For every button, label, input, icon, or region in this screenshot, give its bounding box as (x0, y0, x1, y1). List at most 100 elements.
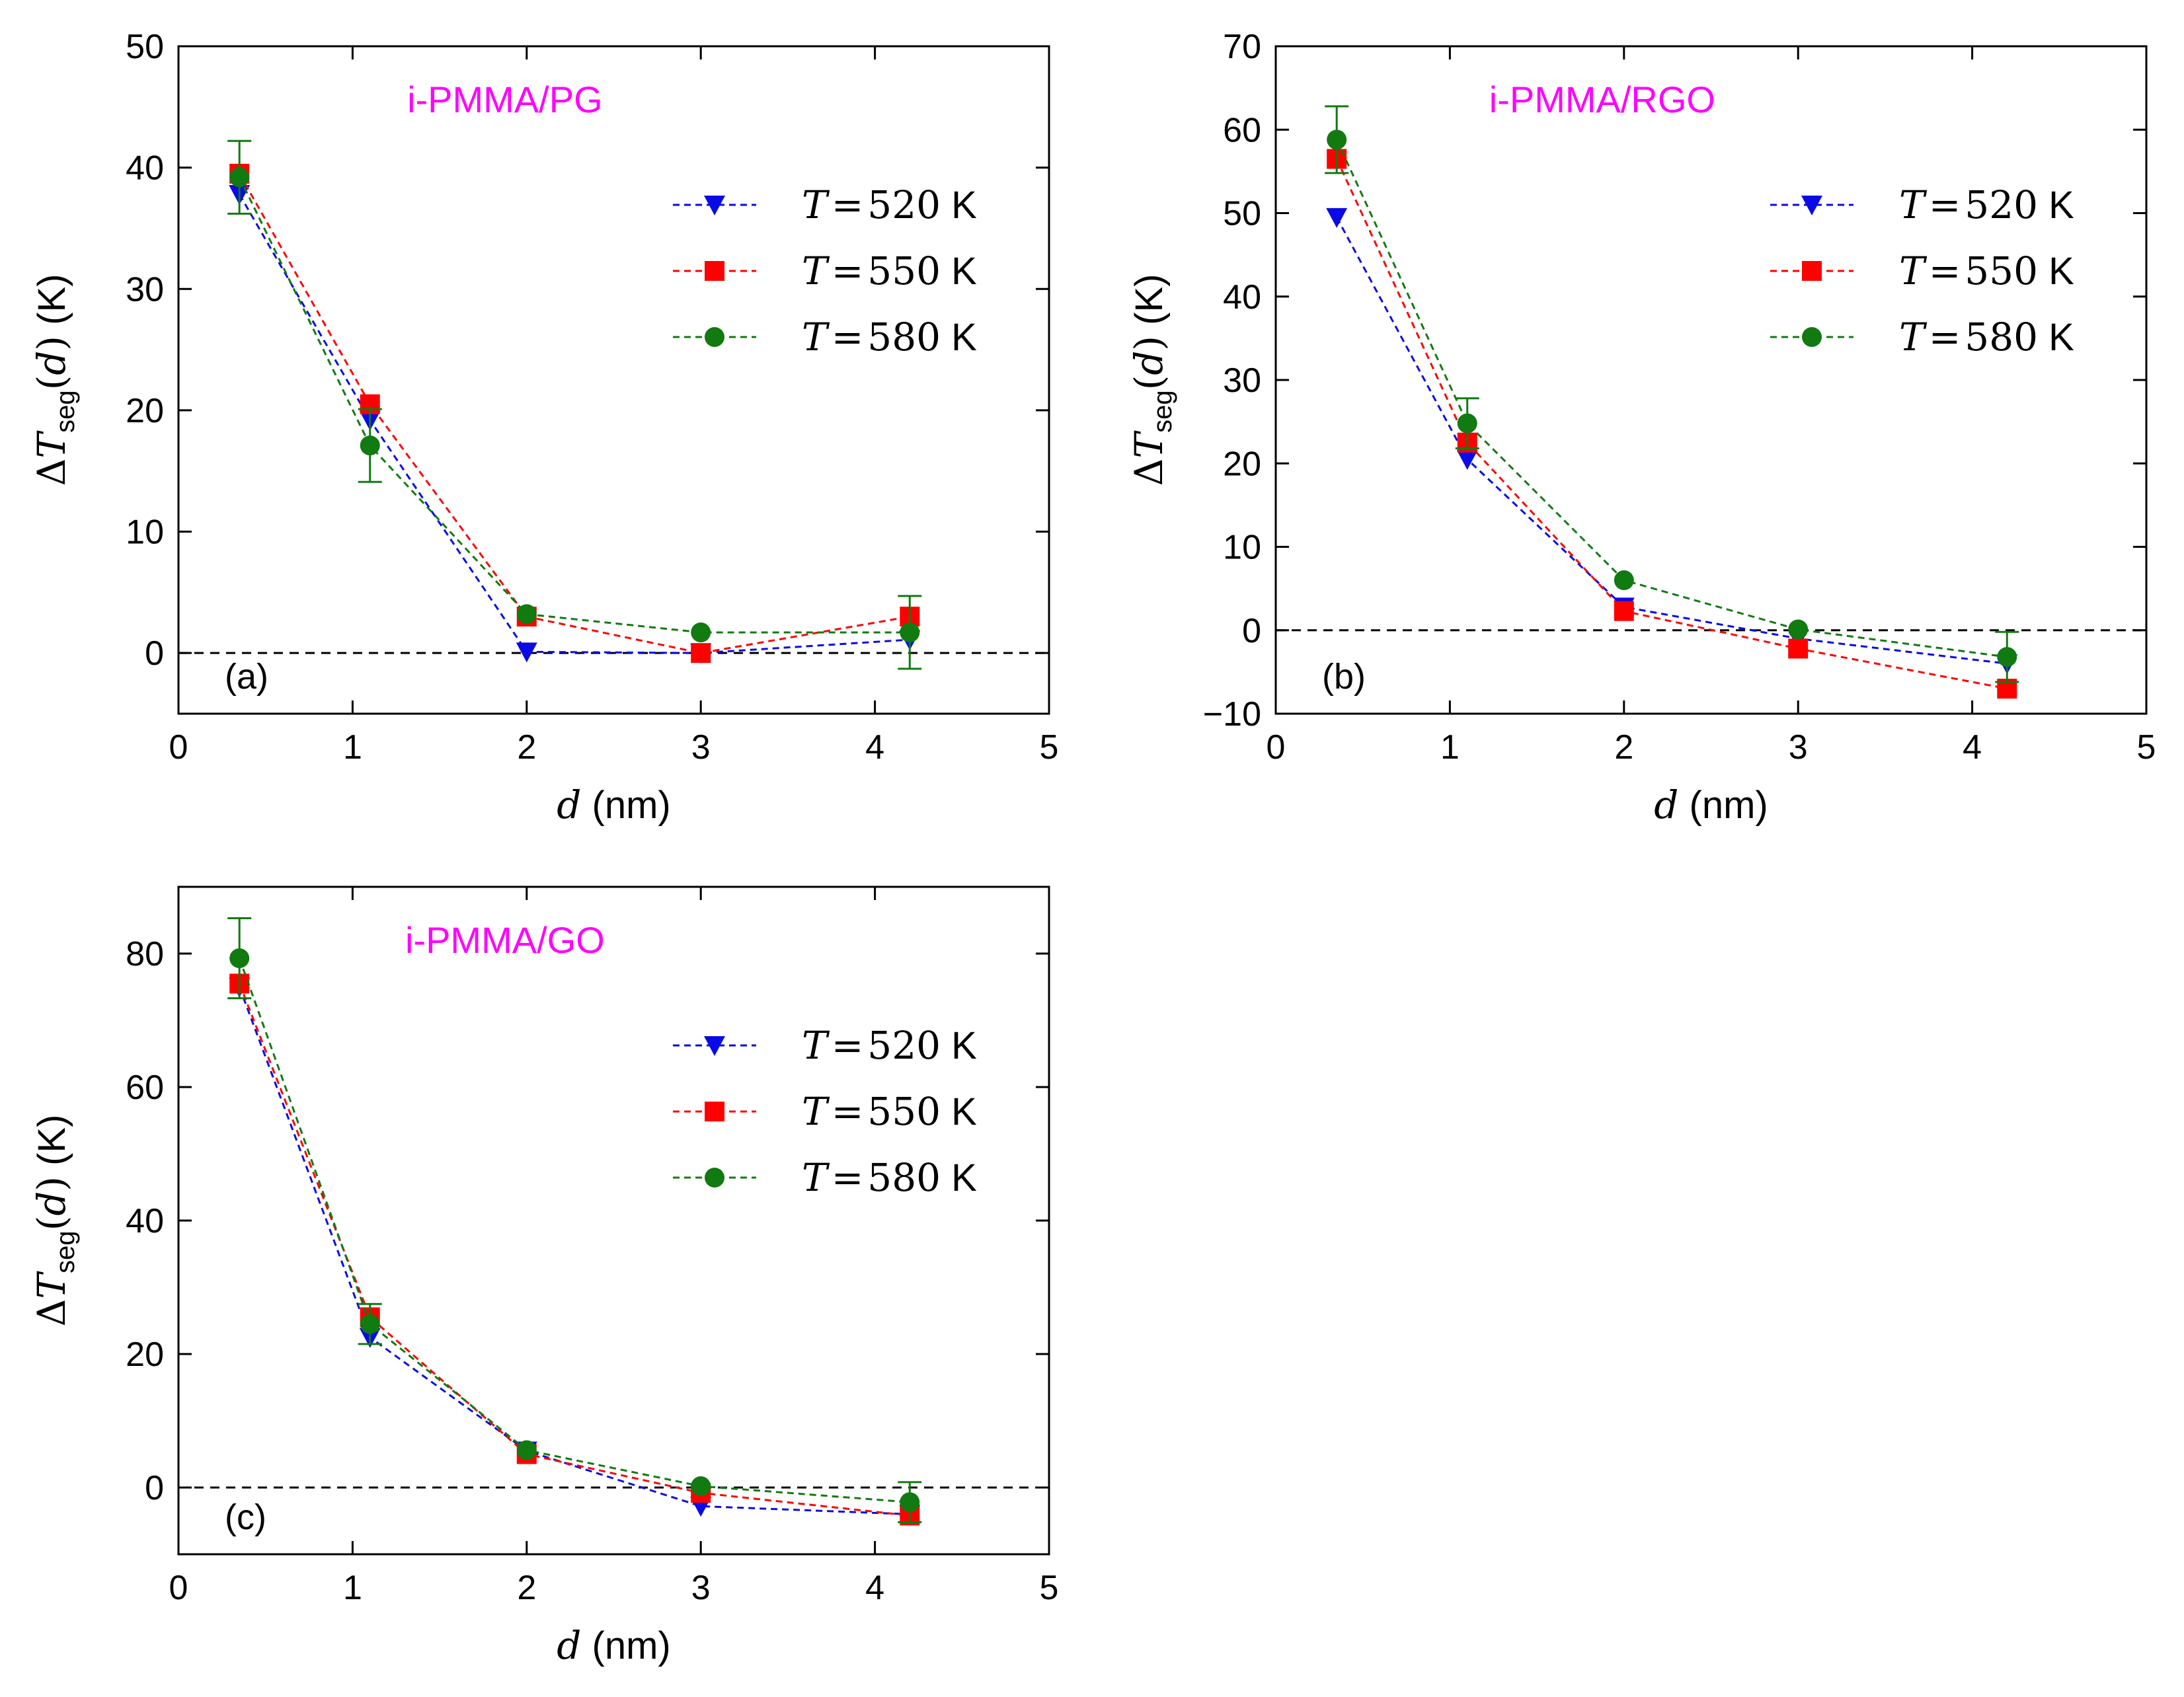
y-tick-label: 60 (1223, 111, 1261, 149)
data-point-T580 (1997, 647, 2017, 667)
x-tick-label: 1 (343, 1569, 362, 1607)
y-tick-label: 30 (126, 270, 164, 309)
plot-frame (177, 886, 1050, 1556)
x-tick-label: 5 (1040, 728, 1059, 767)
y-tick-label: 40 (1223, 278, 1261, 317)
panel-label: (a) (225, 657, 268, 697)
y-axis-label: ΔTseg(d) (K) (1126, 274, 1177, 486)
y-tick-label: 20 (126, 392, 164, 430)
x-tick-label: 3 (691, 1569, 711, 1607)
data-point-T580 (1614, 570, 1634, 590)
legend-label: T = 580 K (802, 315, 977, 359)
data-point-T580 (360, 1314, 380, 1334)
x-axis-label: d (nm) (1654, 782, 1768, 827)
legend-marker (705, 1102, 724, 1121)
y-tick-label: 10 (126, 513, 164, 552)
x-axis-label: d (nm) (557, 1623, 670, 1668)
y-tick-label: 60 (126, 1069, 164, 1107)
x-tick-label: 5 (2137, 728, 2156, 767)
x-tick-label: 2 (517, 1569, 536, 1607)
chart-title: i-PMMA/PG (407, 79, 603, 120)
data-point-T550 (691, 643, 711, 663)
legend-entry-T520: T = 520 K (673, 182, 977, 227)
legend-marker (1801, 196, 1822, 215)
data-point-T520 (1456, 449, 1478, 470)
series-line-T520 (1335, 217, 2008, 665)
data-point-T580 (1457, 413, 1477, 434)
y-tick-label: 20 (1223, 445, 1261, 483)
data-point-T580 (691, 622, 711, 642)
legend-marker (705, 1168, 724, 1188)
data-point-T580 (691, 1476, 711, 1496)
data-point-T550 (1614, 601, 1634, 621)
data-point-T520 (1326, 207, 1348, 228)
data-point-T580 (229, 167, 250, 188)
data-point-T580 (900, 1492, 920, 1513)
legend-label: T = 520 K (1899, 182, 2074, 227)
legend-marker (1802, 327, 1822, 347)
x-tick-label: 1 (343, 728, 362, 767)
legend-entry-T550: T = 550 K (673, 1089, 977, 1134)
legend-label: T = 580 K (802, 1155, 977, 1200)
x-tick-label: 0 (169, 728, 188, 767)
series-line-T550 (238, 173, 910, 654)
legend-marker (705, 261, 724, 281)
data-point-T580 (900, 622, 920, 642)
y-axis-label: ΔTseg(d) (K) (29, 1115, 80, 1327)
legend-entry-T550: T = 550 K (673, 248, 977, 293)
data-point-T580 (360, 435, 380, 456)
legend-entry-T580: T = 580 K (1770, 315, 2074, 359)
legend-marker (1802, 261, 1822, 281)
y-tick-label: 40 (126, 149, 164, 188)
legend-label: T = 580 K (1899, 315, 2074, 359)
y-tick-label: 70 (1223, 28, 1261, 66)
plot-frame (1274, 45, 2148, 715)
x-tick-label: 4 (865, 1569, 884, 1607)
series-line-T550 (1335, 158, 2008, 690)
x-tick-label: 4 (865, 728, 884, 767)
legend-marker (704, 1036, 725, 1056)
chart-title: i-PMMA/RGO (1489, 79, 1715, 120)
y-tick-label: 0 (145, 634, 164, 673)
legend-label: T = 550 K (802, 248, 977, 293)
panel-label: (c) (225, 1497, 266, 1537)
y-tick-label: 50 (1223, 195, 1261, 233)
data-point-T580 (516, 604, 537, 624)
x-tick-label: 0 (169, 1569, 188, 1607)
y-tick-label: 20 (126, 1336, 164, 1374)
panel-label: (b) (1322, 657, 1366, 697)
legend-label: T = 520 K (802, 1023, 977, 1068)
x-tick-label: 4 (1963, 728, 1982, 767)
legend-marker (704, 196, 725, 215)
legend-label: T = 520 K (802, 182, 977, 227)
x-tick-label: 1 (1440, 728, 1460, 767)
legend-marker (705, 327, 724, 347)
series-line-T580 (238, 176, 910, 634)
data-point-T580 (1788, 619, 1809, 640)
legend-entry-T580: T = 580 K (673, 1155, 977, 1200)
data-point-T550 (1788, 638, 1809, 659)
data-point-T520 (516, 642, 537, 663)
legend-entry-T580: T = 580 K (673, 315, 977, 359)
y-tick-label: 30 (1223, 361, 1261, 400)
y-axis-label: ΔTseg(d) (K) (29, 274, 80, 486)
x-tick-label: 2 (1614, 728, 1633, 767)
legend-label: T = 550 K (1899, 248, 2074, 293)
y-tick-label: 10 (1223, 529, 1261, 567)
legend-label: T = 550 K (802, 1089, 977, 1134)
y-tick-label: 80 (126, 935, 164, 973)
x-tick-label: 5 (1040, 1569, 1059, 1607)
data-point-T580 (516, 1440, 537, 1460)
x-tick-label: 3 (691, 728, 711, 767)
x-axis-label: d (nm) (557, 782, 670, 827)
plot-frame (177, 45, 1050, 715)
y-tick-label: 0 (145, 1469, 164, 1507)
x-tick-label: 3 (1789, 728, 1808, 767)
data-point-T580 (229, 948, 250, 969)
y-tick-label: 40 (126, 1202, 164, 1240)
legend-entry-T520: T = 520 K (673, 1023, 977, 1068)
x-tick-label: 0 (1267, 728, 1286, 767)
